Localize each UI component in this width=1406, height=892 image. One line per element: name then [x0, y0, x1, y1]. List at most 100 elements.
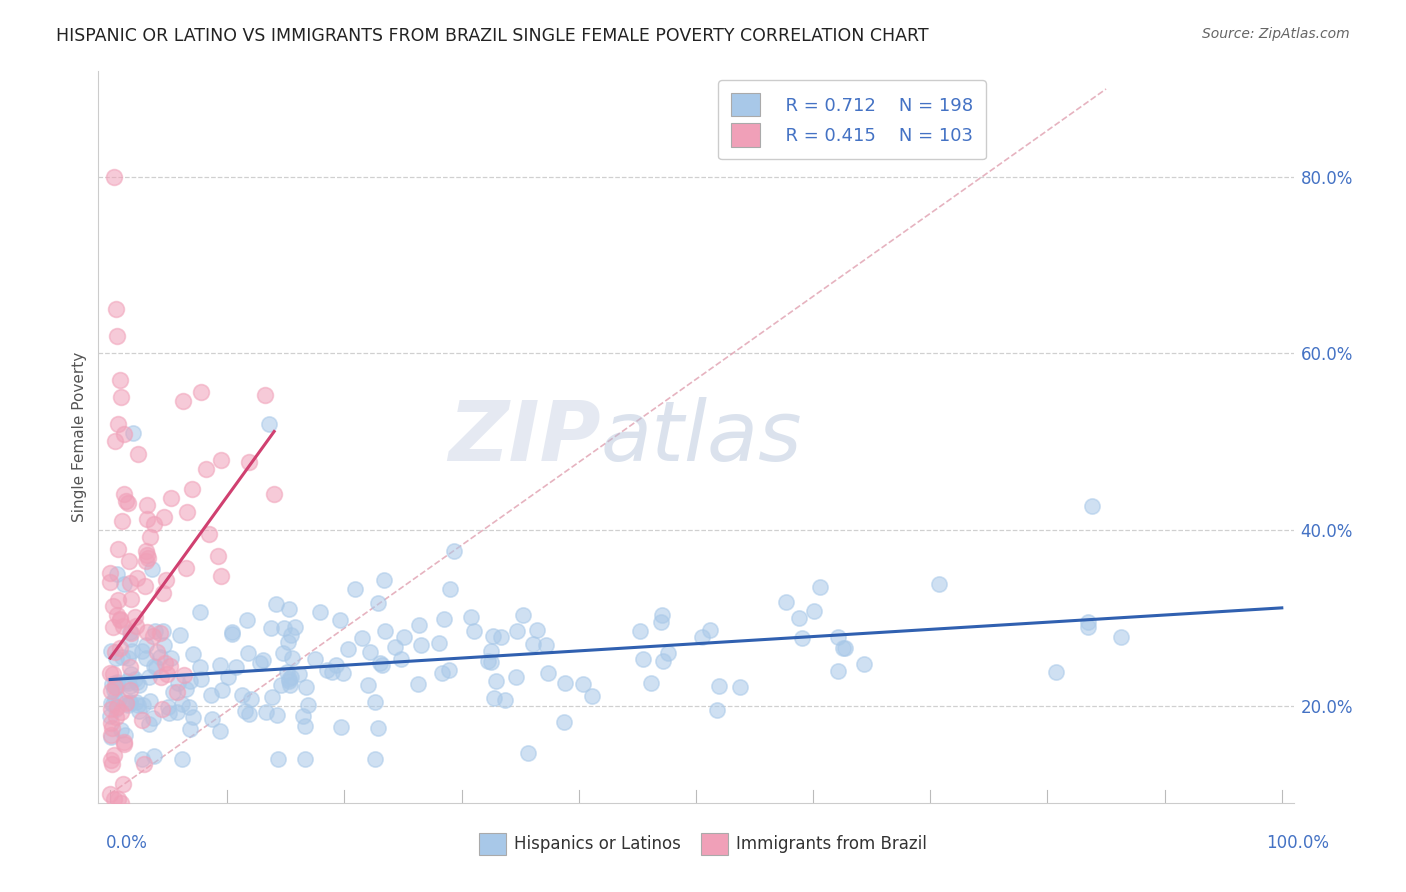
- Point: [292, 709, 315, 723]
- Point: [374, 624, 396, 638]
- Point: [103, 831, 125, 846]
- Point: [787, 611, 810, 625]
- Point: [1077, 620, 1099, 634]
- Point: [117, 676, 139, 690]
- Point: [329, 720, 352, 734]
- Point: [278, 678, 301, 692]
- Point: [132, 816, 155, 830]
- Point: [699, 623, 721, 637]
- Point: [101, 831, 124, 846]
- Point: [146, 644, 169, 658]
- Point: [172, 698, 194, 712]
- Point: [516, 746, 538, 760]
- Point: [162, 685, 184, 699]
- Point: [208, 658, 231, 673]
- Point: [110, 612, 132, 626]
- Point: [526, 624, 548, 638]
- Point: [174, 560, 197, 574]
- Point: [136, 499, 159, 513]
- Point: [120, 697, 142, 711]
- Point: [103, 792, 125, 806]
- Point: [266, 752, 288, 766]
- Point: [197, 527, 219, 541]
- Point: [107, 541, 129, 556]
- Point: [112, 487, 135, 501]
- Legend:   R = 0.712    N = 198,   R = 0.415    N = 103: R = 0.712 N = 198, R = 0.415 N = 103: [718, 80, 986, 160]
- Point: [477, 654, 499, 668]
- Point: [852, 657, 875, 672]
- Point: [103, 599, 125, 614]
- Text: 0.0%: 0.0%: [105, 834, 148, 852]
- Point: [437, 664, 460, 678]
- Point: [433, 612, 456, 626]
- Point: [172, 394, 194, 409]
- Point: [329, 613, 352, 627]
- Point: [208, 724, 231, 739]
- Point: [121, 644, 143, 658]
- Point: [494, 693, 516, 707]
- Text: atlas: atlas: [600, 397, 801, 477]
- Point: [138, 717, 160, 731]
- Point: [112, 576, 135, 591]
- Point: [221, 625, 243, 640]
- Point: [142, 630, 165, 644]
- Point: [127, 675, 149, 690]
- Point: [127, 447, 149, 461]
- Point: [554, 676, 576, 690]
- Point: [364, 695, 387, 709]
- Point: [105, 710, 128, 724]
- Legend: Hispanics or Latinos, Immigrants from Brazil: Hispanics or Latinos, Immigrants from Br…: [472, 827, 934, 862]
- Point: [104, 690, 127, 705]
- Point: [101, 756, 124, 771]
- Point: [834, 640, 856, 655]
- Point: [100, 716, 122, 731]
- Point: [179, 700, 201, 714]
- Point: [153, 510, 176, 524]
- Point: [103, 645, 125, 659]
- Point: [188, 605, 211, 619]
- Point: [115, 674, 138, 689]
- Point: [124, 609, 146, 624]
- Point: [152, 638, 174, 652]
- Point: [481, 655, 503, 669]
- Point: [98, 575, 121, 590]
- Point: [120, 624, 142, 639]
- Point: [108, 613, 131, 627]
- Point: [166, 685, 188, 699]
- Text: Source: ZipAtlas.com: Source: ZipAtlas.com: [1202, 27, 1350, 41]
- Point: [103, 680, 125, 694]
- Point: [100, 728, 122, 742]
- Point: [408, 677, 430, 691]
- Point: [651, 654, 673, 668]
- Point: [159, 658, 181, 673]
- Point: [928, 576, 950, 591]
- Point: [181, 482, 204, 496]
- Point: [482, 690, 505, 705]
- Point: [411, 638, 433, 652]
- Point: [194, 461, 217, 475]
- Point: [257, 417, 280, 431]
- Point: [104, 831, 127, 846]
- Point: [107, 792, 129, 806]
- Point: [110, 705, 132, 719]
- Point: [352, 632, 374, 646]
- Point: [134, 579, 156, 593]
- Point: [254, 705, 277, 719]
- Point: [104, 434, 127, 449]
- Point: [631, 652, 654, 666]
- Point: [332, 666, 354, 681]
- Point: [128, 704, 150, 718]
- Point: [173, 668, 195, 682]
- Point: [112, 737, 135, 751]
- Point: [157, 706, 180, 720]
- Point: [277, 634, 299, 648]
- Point: [370, 658, 392, 673]
- Point: [284, 620, 307, 634]
- Point: [104, 675, 127, 690]
- Point: [481, 644, 503, 658]
- Point: [505, 624, 527, 638]
- Point: [221, 627, 243, 641]
- Point: [169, 628, 191, 642]
- Point: [651, 607, 673, 622]
- Point: [260, 621, 283, 635]
